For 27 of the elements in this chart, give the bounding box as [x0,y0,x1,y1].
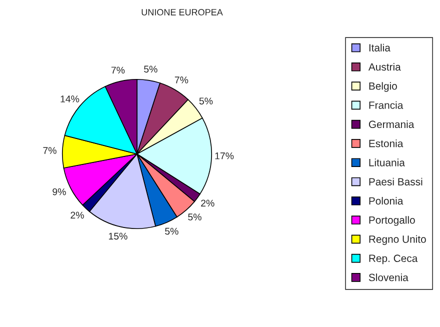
legend-label: Slovenia [368,274,408,282]
data-label: 7% [111,66,125,74]
legend-label: Belgio [369,82,397,92]
data-label: 17% [215,152,234,160]
legend-label: Austria [368,62,401,71]
legend-label: Italia [369,44,390,52]
data-label: 9% [52,188,66,196]
data-label: 5% [188,214,202,220]
data-label: 5% [199,98,213,104]
legend-label: Regno Unito [369,235,426,245]
chart-title: UNIONE EUROPEA [142,9,223,16]
legend-label: Paesi Bassi [369,178,422,186]
legend-label: Rep. Ceca [369,254,418,264]
data-label: 7% [43,147,56,154]
legend-label: Germania [368,120,414,128]
data-label: 14% [60,96,80,102]
data-label: 2% [201,200,214,207]
data-label: 7% [174,76,188,84]
legend-label: Portogallo [369,216,415,226]
legend-label: Estonia [369,140,404,148]
legend-label: Lituania [369,158,405,166]
data-label: 5% [144,66,158,73]
data-label: 5% [165,228,178,235]
legend-label: Francia [369,101,404,109]
legend-label: Polonia [369,196,404,205]
data-label: 15% [108,232,128,240]
data-label: 2% [70,212,84,219]
